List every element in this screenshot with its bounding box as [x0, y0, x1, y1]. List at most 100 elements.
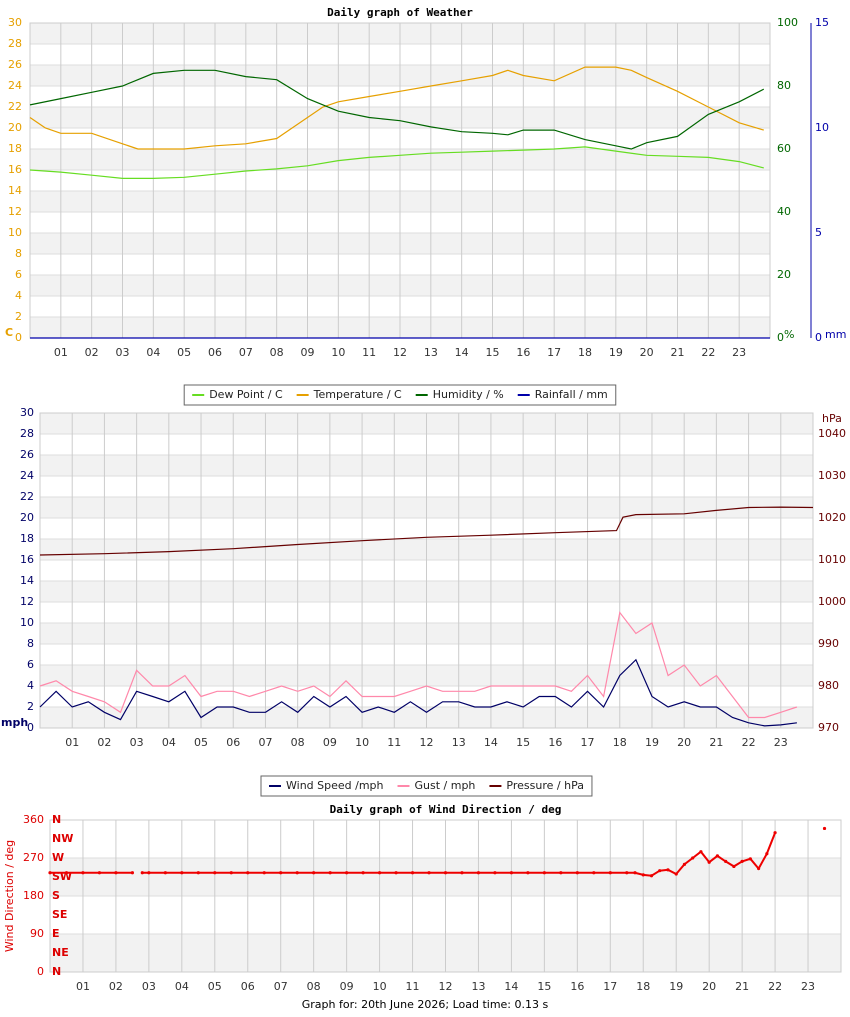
x-tick-label: 05	[194, 736, 208, 749]
y3-tick-label: 0	[815, 331, 822, 344]
point	[732, 864, 736, 869]
point	[765, 852, 769, 856]
footer: Graph for: 20th June 2026; Load time: 0.…	[302, 998, 549, 1011]
x-tick-label: 04	[146, 346, 160, 359]
point	[229, 871, 233, 875]
x-tick-label: 01	[65, 736, 79, 749]
point	[608, 871, 612, 875]
compass-label: S	[52, 889, 60, 902]
y-tick-label: 24	[20, 469, 34, 482]
point	[345, 871, 349, 875]
y-tick-label: 180	[23, 889, 44, 902]
y-tick-label: 18	[20, 532, 34, 545]
x-tick-label: 12	[420, 736, 434, 749]
legend-label: Rainfall / mm	[535, 388, 608, 401]
y-tick-label: 16	[8, 163, 22, 176]
x-tick-label: 05	[177, 346, 191, 359]
x-tick-label: 09	[323, 736, 337, 749]
y3-tick-label: 15	[815, 16, 829, 29]
x-tick-label: 01	[54, 346, 68, 359]
x-tick-label: 02	[97, 736, 111, 749]
point	[699, 850, 703, 854]
y-tick-label: 6	[27, 658, 34, 671]
series-line	[39, 658, 797, 727]
x-tick-label: 08	[307, 980, 321, 993]
x-tick-label: 14	[455, 346, 469, 359]
point	[748, 857, 752, 861]
point	[246, 871, 250, 875]
point	[97, 871, 102, 875]
x-tick-label: 09	[340, 980, 354, 993]
x-tick-label: 17	[581, 736, 595, 749]
x-tick-label: 22	[768, 980, 782, 993]
y-tick-label: 8	[15, 247, 22, 260]
point	[262, 871, 266, 875]
y-tick-label: 20	[20, 511, 34, 524]
x-tick-label: 07	[258, 736, 272, 749]
y-tick-label: 28	[20, 427, 34, 440]
x-tick-label: 13	[452, 736, 466, 749]
point	[361, 871, 365, 875]
point	[147, 871, 151, 875]
x-tick-label: 03	[130, 736, 144, 749]
point	[476, 871, 481, 875]
y-tick-label: 12	[8, 205, 22, 218]
x-tick-label: 10	[355, 736, 369, 749]
y2-tick-label: 20	[777, 268, 791, 281]
y-tick-label: 14	[20, 574, 34, 587]
compass-label: N	[52, 965, 61, 978]
legend-label: Wind Speed /mph	[286, 779, 384, 792]
point	[410, 871, 415, 875]
y2-tick-label: 970	[818, 721, 839, 734]
x-tick-label: 21	[671, 346, 685, 359]
y-tick-label: 2	[27, 700, 34, 713]
point	[649, 874, 654, 878]
y-tick-label: 28	[8, 37, 22, 50]
point	[559, 871, 563, 875]
y2-tick-label: 0	[777, 331, 784, 344]
legend-box	[260, 775, 593, 797]
x-tick-label: 05	[208, 980, 222, 993]
y2-tick-label: 1040	[818, 427, 846, 440]
x-tick-label: 18	[613, 736, 627, 749]
x-tick-label: 20	[702, 980, 716, 993]
point	[279, 871, 283, 875]
y-tick-label: 22	[8, 100, 22, 113]
x-tick-label: 04	[175, 980, 189, 993]
point	[633, 871, 637, 875]
x-tick-label: 02	[109, 980, 123, 993]
y-tick-label: 26	[8, 58, 22, 71]
x-tick-label: 19	[645, 736, 659, 749]
x-tick-label: 18	[578, 346, 592, 359]
y-tick-label: 8	[27, 637, 34, 650]
plot-frame	[39, 412, 814, 729]
y-tick-label: 18	[8, 142, 22, 155]
x-tick-label: 07	[274, 980, 288, 993]
x-tick-label: 16	[570, 980, 584, 993]
point	[295, 871, 299, 875]
x-tick-label: 09	[301, 346, 315, 359]
x-tick-label: 19	[609, 346, 623, 359]
point	[822, 826, 827, 831]
y2-tick-label: 1030	[818, 469, 846, 482]
compass-label: E	[52, 927, 60, 940]
x-tick-label: 11	[387, 736, 401, 749]
y-tick-label: 0	[27, 721, 34, 734]
y2-tick-label: 1010	[818, 553, 846, 566]
point	[715, 854, 720, 858]
legend: Dew Point / C Temperature / C Humidity / %…	[183, 384, 617, 406]
point	[312, 871, 316, 875]
chart-title: Daily graph of Weather	[327, 6, 473, 19]
x-tick-label: 08	[270, 346, 284, 359]
y3-axis-label: mm	[825, 328, 846, 341]
x-tick-label: 06	[208, 346, 222, 359]
point	[493, 871, 497, 875]
compass-label: W	[52, 851, 64, 864]
x-tick-label: 11	[406, 980, 420, 993]
x-tick-label: 06	[241, 980, 255, 993]
x-tick-label: 20	[677, 736, 691, 749]
legend-box	[183, 384, 617, 406]
y-tick-label: 22	[20, 490, 34, 503]
x-tick-label: 17	[603, 980, 617, 993]
y-tick-label: 360	[23, 813, 44, 826]
